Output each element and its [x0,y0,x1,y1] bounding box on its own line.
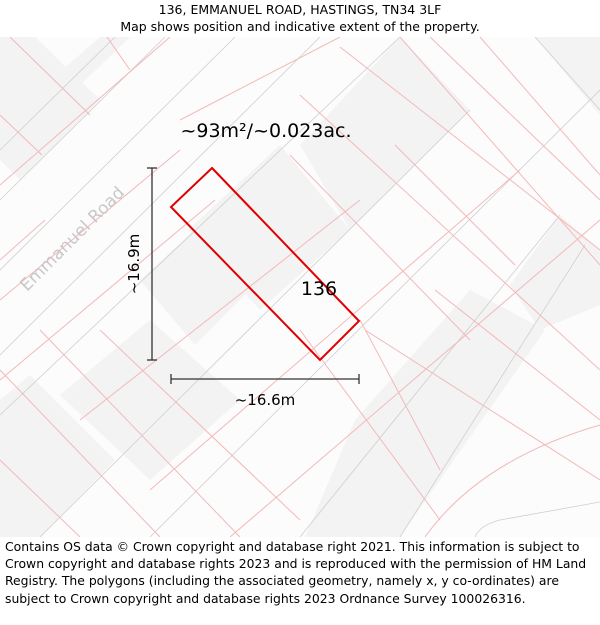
height-dimension-label: ~16.9m [125,234,143,295]
road-edges [0,37,600,537]
property-address-title: 136, EMMANUEL ROAD, HASTINGS, TN34 3LF [158,2,442,17]
width-dimension-label: ~16.6m [235,391,296,409]
property-map[interactable]: Emmanuel Road ~93m²/~0.023ac. 136 ~16.9m… [0,37,600,537]
width-dimension-line [170,374,360,384]
height-dimension-line [147,167,157,361]
road-label: Emmanuel Road [16,183,128,295]
copyright-attribution: Contains OS data © Crown copyright and d… [5,539,587,606]
plot-number-label: 136 [301,278,337,300]
map-subtitle: Map shows position and indicative extent… [120,19,480,34]
map-header: 136, EMMANUEL ROAD, HASTINGS, TN34 3LF M… [0,0,600,37]
parcel-boundaries [0,37,600,537]
area-label: ~93m²/~0.023ac. [180,120,351,142]
property-outline[interactable] [169,166,361,362]
